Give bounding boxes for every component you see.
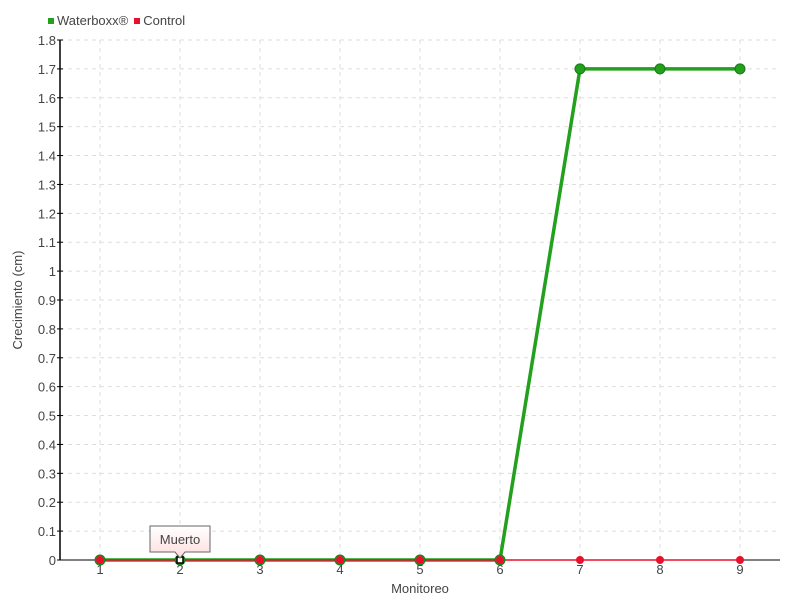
y-tick-label: 1.2: [38, 206, 56, 221]
legend-swatch-waterboxx: [48, 17, 54, 24]
y-tick-label: 1.4: [38, 149, 56, 164]
y-tick-label: 1.6: [38, 91, 56, 106]
y-tick-label: 0.9: [38, 293, 56, 308]
y-tick-label: 0.8: [38, 322, 56, 337]
y-tick-label: 0.7: [38, 351, 56, 366]
y-tick-label: 0: [49, 553, 56, 568]
y-tick-label: 1.8: [38, 33, 56, 48]
legend-label-control: Control: [143, 13, 186, 28]
x-tick-label: 7: [576, 562, 583, 577]
grid: [60, 39, 780, 560]
x-tick-label: 6: [496, 562, 503, 577]
y-tick-label: 1.3: [38, 177, 56, 192]
point-control: [416, 556, 424, 564]
y-tick-label: 1: [49, 264, 56, 279]
point-control: [336, 556, 344, 564]
y-tick-label: 0.1: [38, 524, 56, 539]
point-control: [576, 556, 584, 564]
point-waterboxx: [654, 63, 666, 75]
y-tick-label: 0.6: [38, 380, 56, 395]
x-tick-label: 8: [656, 562, 663, 577]
annotation-layer: Muerto: [149, 525, 211, 559]
y-tick-label: 1.1: [38, 235, 56, 250]
x-tick-label: 9: [736, 562, 743, 577]
y-tick-label: 0.4: [38, 437, 56, 452]
annotation-box: [149, 525, 211, 559]
y-tick-label: 1.7: [38, 62, 56, 77]
point-waterboxx: [734, 63, 746, 75]
x-tick-label: 4: [336, 562, 343, 577]
point-control: [656, 556, 664, 564]
y-tick-label: 1.5: [38, 120, 56, 135]
x-tick-label: 2: [176, 562, 183, 577]
legend-label-waterboxx: Waterboxx®: [57, 13, 129, 28]
legend-swatch-control: [134, 17, 141, 24]
axes: 0 0.1 0.2 0.3 0.4 0.5 0.6 0.7 0.8 0.9 1 1.1 1.2 1.3 1.…: [38, 33, 780, 577]
legend: Waterboxx® Control: [48, 13, 185, 28]
point-control: [496, 556, 504, 564]
point-control: [96, 556, 104, 564]
annotation-text: Muerto: [160, 532, 200, 547]
x-tick-label: 3: [256, 562, 263, 577]
annotation-callout: Muerto: [149, 525, 211, 559]
series-layer: [94, 63, 746, 566]
point-waterboxx: [574, 63, 586, 75]
x-axis-label: Monitoreo: [391, 581, 449, 596]
y-tick-label: 0.5: [38, 409, 56, 424]
x-tick-label: 1: [96, 562, 103, 577]
x-tick-label: 5: [416, 562, 423, 577]
y-tick-label: 0.3: [38, 466, 56, 481]
point-control: [736, 556, 744, 564]
legend-item-control[interactable]: Control: [134, 13, 185, 28]
point-control: [256, 556, 264, 564]
y-axis-label: Crecimiento (cm): [10, 251, 25, 350]
y-tick-label: 0.2: [38, 495, 56, 510]
legend-item-waterboxx[interactable]: Waterboxx®: [48, 13, 128, 28]
